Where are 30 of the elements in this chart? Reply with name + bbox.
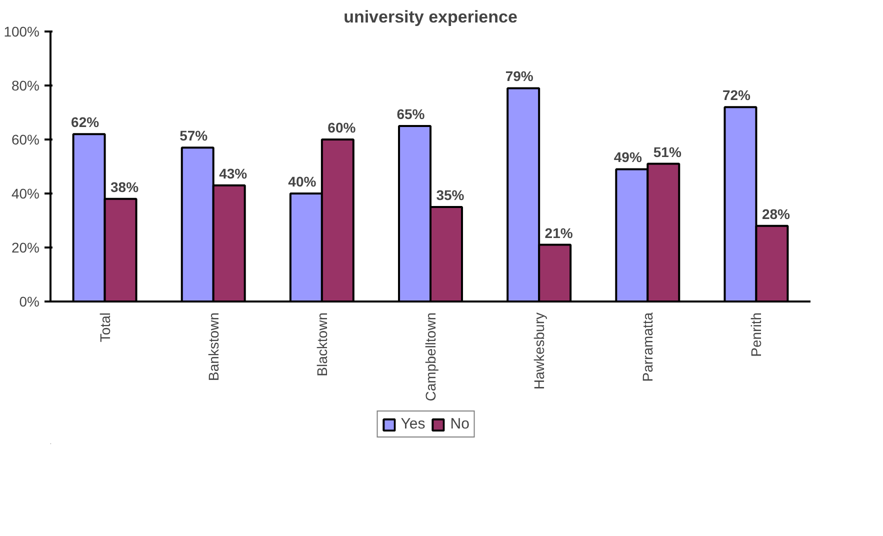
y-tick-label: 100% xyxy=(4,24,40,40)
x-tick-label: Campbelltown xyxy=(422,312,438,402)
legend-label: Yes xyxy=(400,416,426,432)
x-tick-label: Bankstown xyxy=(205,312,222,381)
data-label: 49% xyxy=(614,149,642,166)
x-tick-label: Parramatta xyxy=(640,312,656,382)
data-label: 43% xyxy=(219,165,248,182)
legend-label: No xyxy=(450,416,470,432)
data-label: 57% xyxy=(180,128,208,144)
chart-title: university experience xyxy=(344,8,518,26)
data-label: 72% xyxy=(722,87,752,104)
data-label: 51% xyxy=(653,144,682,160)
x-tick-label: Hawkesbury xyxy=(531,312,548,390)
data-label: 28% xyxy=(762,206,791,222)
y-tick-label: 40% xyxy=(11,186,40,202)
y-tick-label: 60% xyxy=(11,132,40,148)
y-tick-label: 0% xyxy=(19,294,40,310)
x-tick-label: Penrith xyxy=(748,312,764,357)
data-label: 79% xyxy=(505,68,534,84)
data-label: 21% xyxy=(544,224,574,241)
data-label: 40% xyxy=(288,174,317,190)
data-label: 38% xyxy=(110,178,140,195)
x-tick-label: Total xyxy=(96,312,113,342)
y-tick-label: 20% xyxy=(11,240,40,256)
data-label: 35% xyxy=(436,187,465,203)
x-tick-label: Blacktown xyxy=(314,312,330,376)
data-label: 60% xyxy=(328,120,356,136)
y-tick-label: 80% xyxy=(11,78,40,94)
data-label: 62% xyxy=(71,114,100,130)
data-label: 65% xyxy=(396,106,426,122)
